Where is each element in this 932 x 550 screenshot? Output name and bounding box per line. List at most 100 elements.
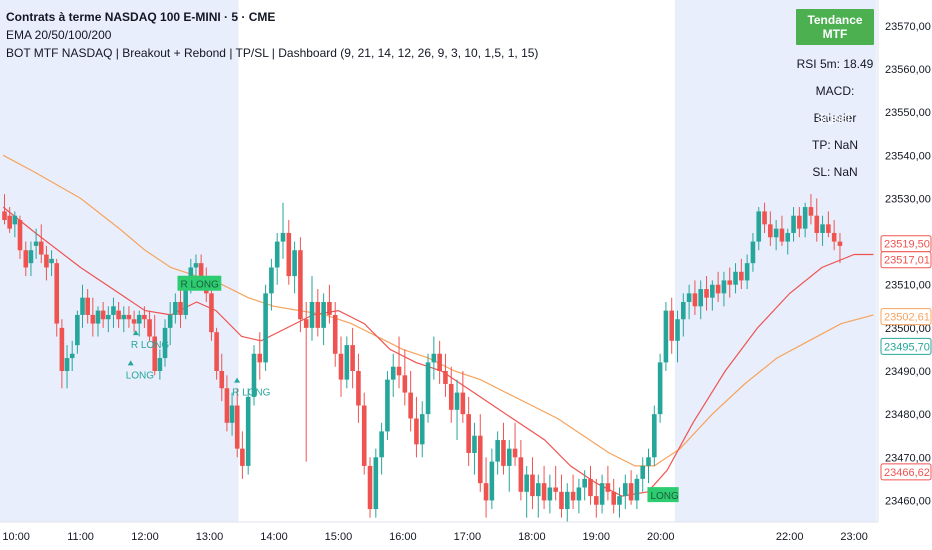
candle-body xyxy=(100,310,106,320)
candle-body xyxy=(350,345,355,372)
candle-body xyxy=(178,301,183,315)
candle-body xyxy=(460,392,466,415)
candle-body xyxy=(704,289,709,298)
candles xyxy=(2,194,843,522)
rsi-value: RSI 5m: 18.49 xyxy=(796,57,874,71)
price-tick-label: 23470,00 xyxy=(885,452,931,464)
candle-body xyxy=(814,215,820,233)
candle-body xyxy=(367,465,373,510)
candle-body xyxy=(167,314,173,328)
candle-body xyxy=(23,250,29,268)
time-tick-label: 17:00 xyxy=(454,531,482,543)
candle-body xyxy=(126,314,132,320)
candle-body xyxy=(762,211,767,225)
ema-indicator-label[interactable]: EMA 20/50/100/200 xyxy=(6,28,112,42)
macd-value: MACD: Baissier xyxy=(813,84,857,125)
price-tick-label: 23550,00 xyxy=(885,107,931,119)
session-background xyxy=(674,0,877,522)
candle-body xyxy=(147,319,152,337)
candle-body xyxy=(344,345,350,380)
bot-indicator-label[interactable]: BOT MTF NASDAQ | Breakout + Rebond | TP/… xyxy=(6,46,539,60)
candle-body xyxy=(802,207,808,229)
candle-body xyxy=(17,220,23,251)
candle-body xyxy=(361,405,367,466)
candle-body xyxy=(663,310,669,363)
signal-arrow xyxy=(132,330,139,336)
candle-body xyxy=(698,289,704,307)
candle-body xyxy=(152,336,158,372)
candle-body xyxy=(495,440,500,462)
candle-body xyxy=(715,284,721,294)
candle-body xyxy=(472,435,477,453)
candle-body xyxy=(193,263,199,268)
candle-body xyxy=(588,478,593,497)
candle-body xyxy=(321,301,326,328)
candle-body xyxy=(356,371,361,406)
candle-body xyxy=(419,414,425,445)
candle-body xyxy=(489,461,495,501)
price-tick-label: 23500,00 xyxy=(885,323,931,335)
price-tick-label: 23570,00 xyxy=(885,21,931,33)
candle-body xyxy=(518,457,524,492)
candle-body xyxy=(131,319,137,324)
price-label: 23495,70 xyxy=(884,341,930,353)
candle-body xyxy=(373,457,379,510)
candle-body xyxy=(582,478,587,488)
price-label-box xyxy=(880,337,932,355)
candle-body xyxy=(437,353,442,372)
price-tick-label: 23540,00 xyxy=(885,150,931,162)
candle-body xyxy=(454,392,460,410)
candle-body xyxy=(797,215,802,229)
candle-body xyxy=(136,314,142,324)
candle-body xyxy=(12,215,18,225)
candle-body xyxy=(379,431,384,458)
price-tick-label: 23510,00 xyxy=(885,280,931,292)
candle-body xyxy=(209,293,214,333)
candle-body xyxy=(28,250,34,264)
candle-body xyxy=(570,491,576,501)
candle-body xyxy=(408,392,413,419)
candle-body xyxy=(298,250,303,320)
signal-value: Signal: xyxy=(816,111,854,125)
candle-body xyxy=(785,232,791,242)
candle-body xyxy=(599,483,605,505)
time-tick-label: 15:00 xyxy=(325,531,353,543)
candle-body xyxy=(750,241,756,264)
candle-body xyxy=(2,211,7,221)
candle-body xyxy=(535,483,541,497)
candle-body xyxy=(628,483,634,501)
candle-body xyxy=(33,241,39,246)
signal-label: R LONG xyxy=(180,280,219,291)
candle-body xyxy=(593,496,599,505)
candle-body xyxy=(837,241,843,246)
candle-body xyxy=(85,297,90,315)
candle-body xyxy=(779,228,785,242)
candle-body xyxy=(44,254,49,268)
candle-body xyxy=(791,215,796,233)
candle-body xyxy=(768,224,773,238)
candle-body xyxy=(198,263,204,277)
candle-body xyxy=(157,358,163,372)
candle-body xyxy=(483,483,489,501)
candle-body xyxy=(501,440,506,466)
price-tick-label: 23490,00 xyxy=(885,366,931,378)
price-label-box xyxy=(880,463,932,481)
candle-body xyxy=(512,448,518,458)
candle-body xyxy=(675,319,680,341)
candle-body xyxy=(269,267,274,294)
signal-label: R LONG xyxy=(232,388,271,399)
candle-body xyxy=(396,366,402,376)
candle-body xyxy=(733,271,738,285)
price-label-box xyxy=(880,308,932,326)
candle-body xyxy=(286,232,292,277)
candle-body xyxy=(142,314,147,320)
candle-body xyxy=(280,232,286,242)
candle-body xyxy=(564,491,570,510)
candle-body xyxy=(338,353,344,380)
signal-label-box xyxy=(177,275,222,291)
price-tick-label: 23530,00 xyxy=(885,193,931,205)
candle-body xyxy=(229,405,235,423)
symbol-title[interactable]: Contrats à terme NASDAQ 100 E-MINI · 5 ·… xyxy=(6,10,276,24)
